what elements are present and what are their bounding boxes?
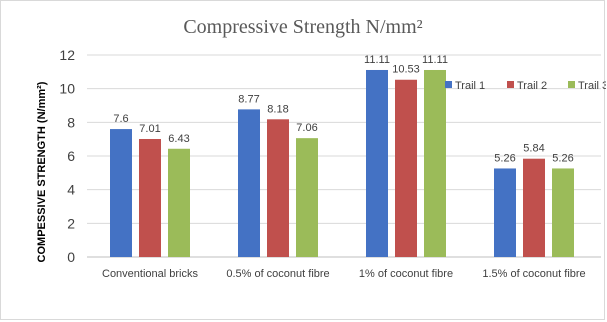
data-label: 8.77 xyxy=(238,93,259,105)
y-tick-label: 4 xyxy=(67,182,75,198)
bar xyxy=(523,158,545,257)
chart-title: Compressive Strength N/mm² xyxy=(183,16,422,38)
data-label: 8.18 xyxy=(267,103,288,115)
bar xyxy=(395,79,417,258)
x-tick-label: 1% of coconut fibre xyxy=(359,268,453,280)
bar xyxy=(110,129,132,257)
data-label: 7.6 xyxy=(113,113,128,125)
data-label: 6.43 xyxy=(168,133,189,145)
bar xyxy=(168,148,190,257)
data-label: 5.84 xyxy=(523,143,544,155)
bar xyxy=(424,69,446,258)
x-axis-ticks: Conventional bricks 0.5% of coconut fibre… xyxy=(102,268,586,280)
y-tick-label: 10 xyxy=(59,81,75,97)
y-tick-label: 8 xyxy=(67,114,75,130)
legend-label: Trail 2 xyxy=(517,80,547,92)
data-label: 11.11 xyxy=(364,54,390,66)
bar xyxy=(139,138,161,257)
y-tick-label: 12 xyxy=(59,47,75,63)
data-label: 10.53 xyxy=(392,64,420,76)
bar xyxy=(267,119,289,257)
data-label: 11.11 xyxy=(422,54,448,66)
bar xyxy=(366,69,388,258)
legend: Trail 1 Trail 2 Trail 3 xyxy=(445,80,606,92)
data-label: 5.26 xyxy=(494,152,515,164)
legend-swatch xyxy=(507,81,514,88)
legend-swatch xyxy=(445,81,452,88)
y-axis-label: COMPESSIVE STRENGTH (N/mm²) xyxy=(36,81,48,262)
legend-label: Trail 1 xyxy=(455,80,485,92)
x-tick-label: Conventional bricks xyxy=(102,268,198,280)
bar xyxy=(494,168,516,257)
data-label: 7.06 xyxy=(296,122,317,134)
bar xyxy=(296,138,318,257)
legend-swatch xyxy=(568,81,575,88)
y-tick-label: 2 xyxy=(67,215,75,231)
bar xyxy=(552,168,574,257)
x-tick-label: 0.5% of coconut fibre xyxy=(226,268,329,280)
y-tick-label: 0 xyxy=(67,249,75,265)
y-tick-label: 6 xyxy=(67,148,75,164)
data-label: 7.01 xyxy=(139,123,160,135)
x-tick-label: 1.5% of coconut fibre xyxy=(482,268,585,280)
legend-label: Trail 3 xyxy=(578,80,606,92)
data-label: 5.26 xyxy=(552,152,573,164)
y-axis-ticks: 0 2 4 6 8 10 12 xyxy=(59,47,75,265)
bar xyxy=(238,109,260,257)
bars xyxy=(110,69,574,258)
